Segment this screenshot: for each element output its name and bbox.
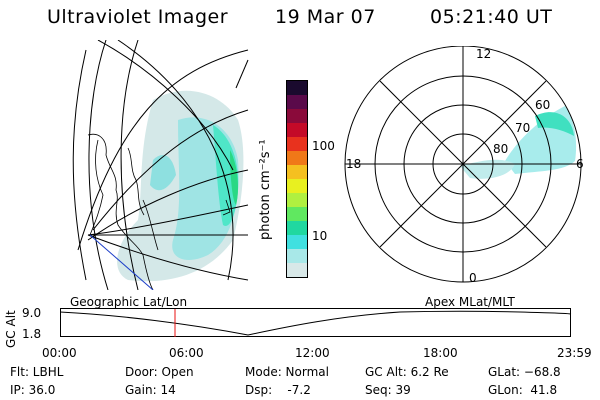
info-door: Door: Open [125,365,194,379]
mlt-label-6: 6 [576,157,584,171]
lat-label-70: 70 [515,121,530,135]
date-label: 19 Mar 07 [275,6,376,28]
apex-label: Apex MLat/MLT [425,295,515,309]
time-label: 05:21:40 UT [430,6,553,28]
instrument-title: Ultraviolet Imager [47,6,229,28]
orbit-x-tick-0000: 00:00 [42,346,77,360]
colorbar-swatch [287,263,307,277]
orbit-y-tick-min: 1.8 [22,327,42,341]
colorbar-swatch [287,207,307,221]
colorbar-tick-10: 10 [312,229,328,243]
info-filter: Flt: LBHL [10,365,64,379]
info-ip: IP: 36.0 [10,383,56,397]
colorbar-swatch [287,235,307,249]
info-glat: GLat: −68.8 [488,365,561,379]
coastline [87,133,231,290]
info-mode: Mode: Normal [245,365,329,379]
colorbar-swatch [287,193,307,207]
colorbar-swatch [287,81,307,95]
colorbar-swatch [287,137,307,151]
orbit-x-tick-1800: 18:00 [423,346,458,360]
info-seq: Seq: 39 [365,383,411,397]
orbit-x-tick-0600: 06:00 [169,346,204,360]
colorbar-swatch [287,109,307,123]
geographic-image [72,40,249,290]
colorbar-swatch [287,179,307,193]
terminator-line [89,234,154,290]
mlt-label-0: 0 [469,271,477,285]
info-glon: GLon: 41.8 [488,383,558,397]
orbit-x-tick-1200: 12:00 [295,346,330,360]
colorbar-label: photon cm⁻²s⁻¹ [258,139,273,240]
lat-label-60: 60 [535,98,550,112]
orbit-axis-title: GC Alt [4,310,18,348]
lat-lon-grid [72,40,249,290]
colorbar-tick-100: 100 [312,139,335,153]
colorbar-swatch [287,249,307,263]
orbit-y-tick-max: 9.0 [22,306,42,320]
info-gc-alt: GC Alt: 6.2 Re [365,365,449,379]
info-gain: Gain: 14 [125,383,176,397]
mlt-label-12: 12 [476,47,491,61]
orbit-altitude-panel [60,308,572,337]
aurora-geo-image [117,90,244,282]
colorbar [286,80,308,278]
colorbar-swatch [287,221,307,235]
geographic-label: Geographic Lat/Lon [70,295,188,309]
orbit-altitude-curve [60,310,572,336]
colorbar-swatch [287,151,307,165]
mlt-label-18: 18 [346,157,361,171]
polar-grid [344,46,582,283]
polar-plot: 12 18 6 0 60 70 80 [344,46,584,285]
colorbar-swatch [287,165,307,179]
colorbar-swatch [287,123,307,137]
orbit-x-tick-2359: 23:59 [557,346,592,360]
info-dsp: Dsp: -7.2 [245,383,311,397]
colorbar-swatch [287,95,307,109]
lat-label-80: 80 [493,142,508,156]
